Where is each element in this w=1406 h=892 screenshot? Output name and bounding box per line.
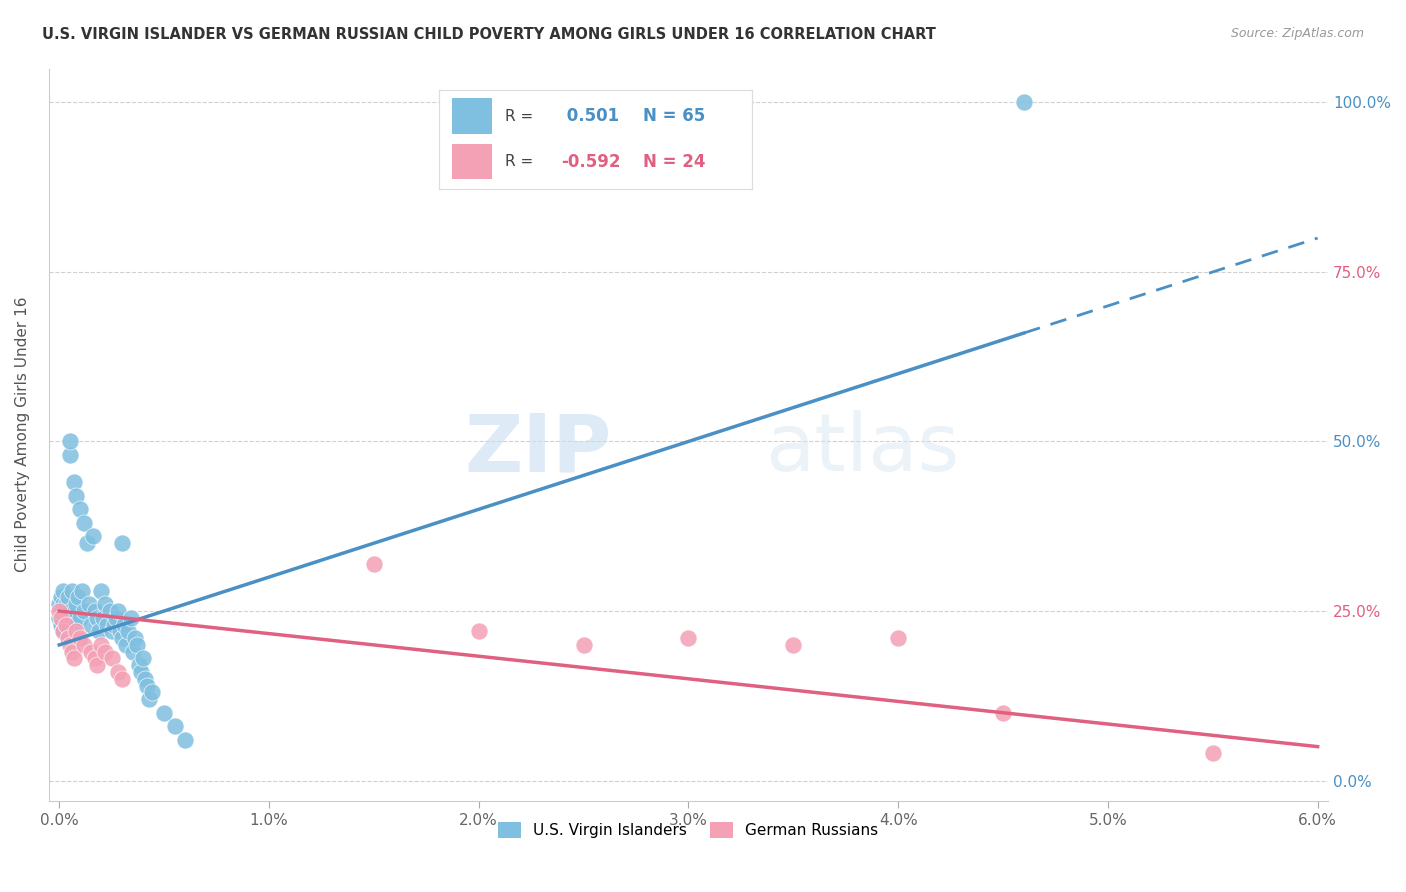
Point bbox=[134, 672, 156, 686]
Point bbox=[120, 611, 142, 625]
Point bbox=[153, 706, 176, 720]
Point bbox=[63, 617, 86, 632]
Point bbox=[467, 624, 489, 639]
Point bbox=[125, 638, 148, 652]
Point bbox=[86, 611, 108, 625]
Point bbox=[73, 638, 96, 652]
Point bbox=[678, 631, 700, 645]
Point bbox=[60, 611, 83, 625]
Point bbox=[51, 591, 73, 605]
Point bbox=[51, 604, 73, 618]
Point bbox=[63, 475, 86, 490]
Point bbox=[782, 638, 804, 652]
Point bbox=[56, 591, 79, 605]
Point bbox=[87, 624, 110, 639]
Point bbox=[59, 604, 82, 618]
Point bbox=[141, 685, 163, 699]
Point bbox=[117, 624, 139, 639]
Point bbox=[572, 638, 595, 652]
Point bbox=[52, 583, 75, 598]
Point bbox=[63, 651, 86, 665]
Point bbox=[72, 583, 94, 598]
Point bbox=[55, 604, 77, 618]
Point bbox=[48, 597, 70, 611]
Point bbox=[60, 645, 83, 659]
Point bbox=[82, 529, 104, 543]
Point bbox=[111, 672, 134, 686]
Legend: U.S. Virgin Islanders, German Russians: U.S. Virgin Islanders, German Russians bbox=[492, 816, 884, 845]
Point bbox=[69, 631, 91, 645]
Point bbox=[107, 604, 129, 618]
Point bbox=[112, 617, 135, 632]
Point bbox=[90, 583, 112, 598]
Point bbox=[80, 617, 103, 632]
Point bbox=[129, 665, 152, 679]
Point bbox=[55, 617, 77, 632]
Point bbox=[128, 658, 150, 673]
Point bbox=[69, 611, 91, 625]
Point bbox=[59, 448, 82, 462]
Point bbox=[60, 583, 83, 598]
Point bbox=[174, 732, 197, 747]
Point bbox=[100, 624, 122, 639]
Point bbox=[55, 611, 77, 625]
Point bbox=[65, 489, 87, 503]
Point bbox=[52, 624, 75, 639]
Point bbox=[59, 638, 82, 652]
Point bbox=[887, 631, 910, 645]
Point bbox=[111, 536, 134, 550]
Point bbox=[104, 611, 127, 625]
Point bbox=[56, 631, 79, 645]
Text: atlas: atlas bbox=[765, 410, 959, 488]
Text: ZIP: ZIP bbox=[464, 410, 612, 488]
Point bbox=[69, 502, 91, 516]
Text: U.S. VIRGIN ISLANDER VS GERMAN RUSSIAN CHILD POVERTY AMONG GIRLS UNDER 16 CORREL: U.S. VIRGIN ISLANDER VS GERMAN RUSSIAN C… bbox=[42, 27, 936, 42]
Point bbox=[52, 624, 75, 639]
Point bbox=[115, 638, 138, 652]
Point bbox=[73, 604, 96, 618]
Point bbox=[56, 617, 79, 632]
Point bbox=[94, 645, 117, 659]
Point bbox=[51, 617, 73, 632]
Point bbox=[65, 597, 87, 611]
Point bbox=[111, 631, 134, 645]
Point bbox=[65, 624, 87, 639]
Point bbox=[90, 638, 112, 652]
Point bbox=[67, 591, 90, 605]
Point bbox=[121, 645, 143, 659]
Point bbox=[55, 597, 77, 611]
Y-axis label: Child Poverty Among Girls Under 16: Child Poverty Among Girls Under 16 bbox=[15, 297, 30, 573]
Point bbox=[124, 631, 146, 645]
Point bbox=[77, 597, 100, 611]
Point bbox=[76, 536, 98, 550]
Point bbox=[52, 597, 75, 611]
Point bbox=[107, 665, 129, 679]
Point bbox=[83, 604, 105, 618]
Point bbox=[991, 706, 1014, 720]
Point bbox=[132, 651, 155, 665]
Point bbox=[94, 597, 117, 611]
Point bbox=[80, 645, 103, 659]
Point bbox=[91, 611, 114, 625]
Point bbox=[1012, 95, 1035, 110]
Point bbox=[138, 692, 160, 706]
Text: Source: ZipAtlas.com: Source: ZipAtlas.com bbox=[1230, 27, 1364, 40]
Point bbox=[86, 658, 108, 673]
Point bbox=[108, 624, 131, 639]
Point bbox=[100, 651, 122, 665]
Point bbox=[48, 611, 70, 625]
Point bbox=[98, 604, 121, 618]
Point bbox=[96, 617, 118, 632]
Point bbox=[163, 719, 186, 733]
Point bbox=[48, 604, 70, 618]
Point bbox=[51, 611, 73, 625]
Point bbox=[103, 617, 125, 632]
Point bbox=[73, 516, 96, 530]
Point bbox=[363, 557, 385, 571]
Point bbox=[59, 434, 82, 449]
Point bbox=[1202, 747, 1225, 761]
Point bbox=[83, 651, 105, 665]
Point bbox=[136, 679, 159, 693]
